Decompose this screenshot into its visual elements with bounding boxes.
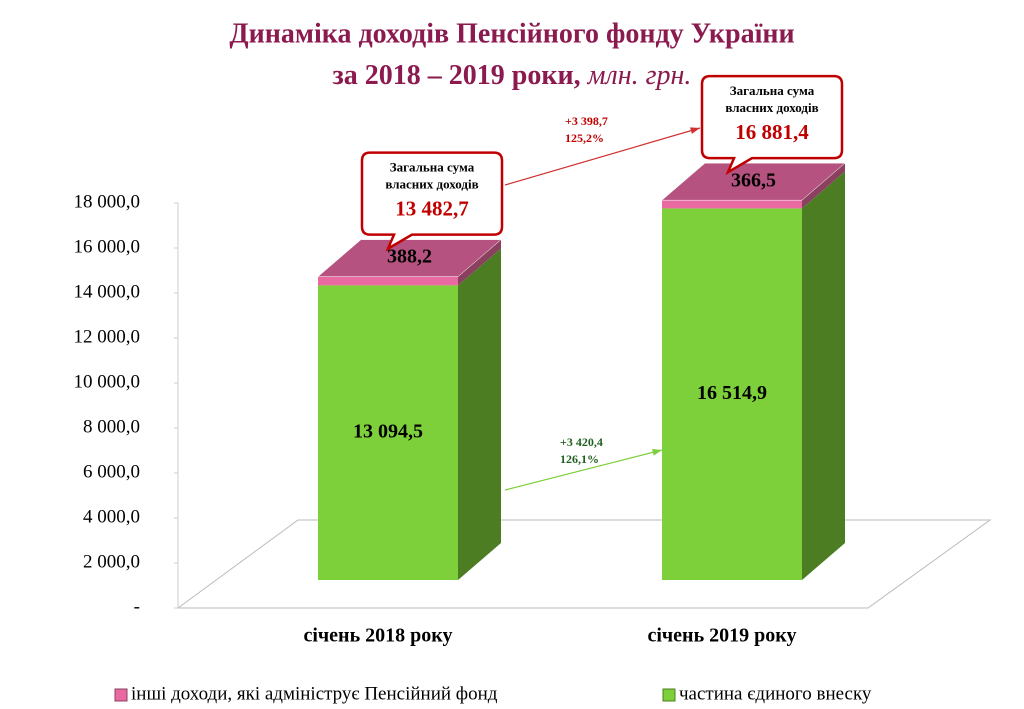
legend-swatch (662, 688, 676, 702)
data-label: 13 094,5 (353, 420, 423, 442)
y-tick-label: 18 000,0 (74, 191, 141, 212)
bar-side (458, 239, 501, 286)
floor (176, 519, 992, 609)
y-tick-label: 14 000,0 (74, 281, 141, 302)
bar-side (802, 171, 845, 581)
bar-top (317, 239, 502, 277)
y-tick-label: 8 000,0 (83, 416, 140, 437)
callout-value: 16 881,4 (735, 120, 809, 144)
bar-side (458, 248, 501, 580)
unit: млн. грн. (587, 60, 692, 91)
callout (360, 151, 504, 252)
y-tick-label: - (134, 596, 140, 617)
change-percent: 125,2% (565, 131, 604, 145)
y-tick-label: 16 000,0 (74, 236, 141, 257)
callout-label: Загальна сума (390, 160, 475, 175)
bar (318, 276, 458, 286)
callout-label: власних доходів (385, 177, 478, 192)
change-percent: 126,1% (560, 452, 599, 466)
y-tick-label: 12 000,0 (74, 326, 141, 347)
data-label: 388,2 (387, 246, 432, 268)
bar-top (661, 162, 846, 201)
arrow-head (652, 448, 662, 456)
callout-value: 13 482,7 (395, 196, 469, 220)
x-tick-label: січень 2018 року (303, 625, 452, 647)
subtitle: за 2018 – 2019 роки, (333, 60, 581, 91)
change-arrow (504, 127, 701, 186)
x-tick-label: січень 2019 року (647, 625, 796, 647)
y-tick-label: 4 000,0 (83, 506, 140, 527)
bar (662, 200, 802, 209)
arrow-head (690, 127, 700, 134)
data-label: 16 514,9 (697, 382, 767, 404)
change-label: +3 420,4 (560, 435, 603, 449)
data-label: 366,5 (731, 169, 776, 191)
legend-swatch (114, 688, 128, 702)
legend-label: частина єдиного внеску (679, 683, 872, 704)
y-tick-label: 6 000,0 (83, 461, 140, 482)
change-label: +3 398,7 (565, 114, 608, 128)
callout-label: власних доходів (725, 100, 818, 115)
chart-title: Динаміка доходів Пенсійного фонду Україн… (229, 18, 794, 49)
y-tick-label: 2 000,0 (83, 551, 140, 572)
legend-label: інші доходи, які адмініструє Пенсійний ф… (131, 683, 498, 704)
bar (662, 208, 802, 581)
chart-subtitle: за 2018 – 2019 роки, млн. грн. (333, 60, 692, 91)
callout-label: Загальна сума (730, 83, 815, 98)
callout (700, 74, 844, 176)
bar (318, 285, 458, 580)
bar-side (802, 163, 845, 209)
y-tick-label: 10 000,0 (74, 371, 141, 392)
change-arrow (504, 449, 663, 491)
